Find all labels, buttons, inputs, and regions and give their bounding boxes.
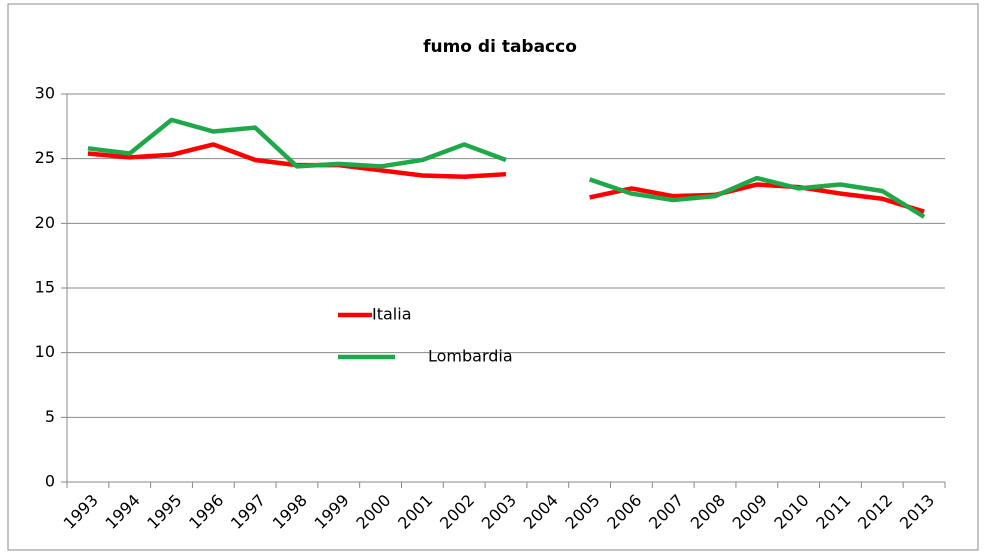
y-tick-label: 5 xyxy=(45,407,55,426)
y-tick-label: 25 xyxy=(35,148,55,167)
chart-title: fumo di tabacco xyxy=(423,37,577,57)
legend-label: Lombardia xyxy=(428,347,513,366)
y-tick-label: 20 xyxy=(35,213,55,232)
series-line xyxy=(87,117,926,219)
chart-border xyxy=(7,3,979,551)
y-tick-label: 0 xyxy=(45,472,55,491)
y-tick-label: 15 xyxy=(35,278,55,297)
y-tick-label: 30 xyxy=(35,84,55,103)
y-tick-label: 10 xyxy=(35,342,55,361)
legend-label: Italia xyxy=(372,305,412,324)
